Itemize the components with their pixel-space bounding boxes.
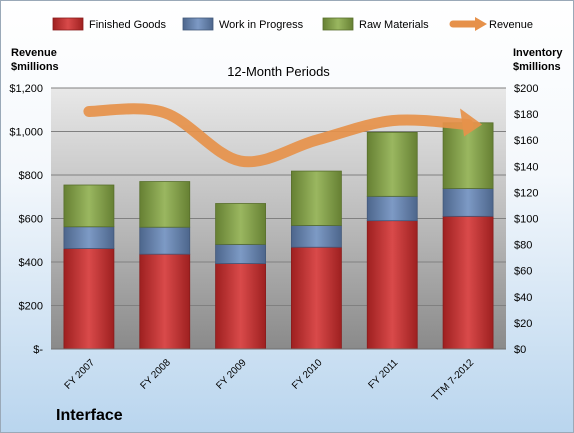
bar-finished-goods — [291, 246, 342, 350]
left-tick-label: $1,000 — [9, 127, 43, 139]
category-label: FY 2010 — [290, 357, 325, 392]
bar-raw-materials — [291, 170, 342, 226]
bar-work-in-progress — [366, 195, 418, 222]
category-label: FY 2011 — [367, 357, 401, 391]
legend-swatch-work-in-progress — [182, 17, 214, 31]
legend-label: Finished Goods — [89, 19, 167, 31]
category-label: FY 2009 — [214, 357, 249, 392]
left-axis-title: Revenue $millions — [11, 46, 59, 74]
category-label: FY 2008 — [138, 357, 173, 392]
right-tick-label: $20 — [514, 318, 532, 330]
bar-raw-materials — [215, 203, 266, 245]
left-tick-label: $400 — [19, 257, 43, 269]
legend-swatch-finished-goods — [52, 17, 84, 31]
right-axis-title-line1: Inventory — [513, 47, 563, 59]
revenue-line-arrowhead — [460, 108, 483, 137]
legend-arrowhead — [475, 17, 487, 31]
right-axis-title: Inventory $millions — [513, 46, 563, 74]
right-tick-label: $160 — [514, 135, 538, 147]
right-tick-label: $0 — [514, 344, 526, 356]
right-tick-label: $200 — [514, 83, 538, 95]
left-tick-label: $600 — [19, 214, 43, 226]
bar-finished-goods — [442, 215, 494, 350]
bar-work-in-progress — [63, 226, 115, 249]
category-label: TTM 7-2012 — [430, 357, 477, 404]
right-tick-label: $100 — [514, 214, 538, 226]
legend-label: Revenue — [489, 19, 533, 31]
bar-work-in-progress — [442, 188, 494, 217]
right-tick-label: $60 — [514, 266, 532, 278]
left-tick-label: $200 — [19, 301, 43, 313]
legend-swatch-raw-materials — [322, 17, 354, 31]
bar-finished-goods — [366, 220, 418, 350]
legend-label: Work in Progress — [219, 19, 304, 31]
bar-finished-goods — [215, 263, 266, 350]
company-name: Interface — [56, 407, 123, 424]
category-label: FY 2007 — [63, 357, 98, 392]
bar-raw-materials — [139, 181, 191, 228]
legend-label: Raw Materials — [359, 19, 429, 31]
bar-work-in-progress — [215, 243, 266, 264]
bar-raw-materials — [366, 131, 418, 197]
bar-finished-goods — [63, 248, 115, 350]
bar-finished-goods — [139, 253, 191, 350]
right-tick-label: $120 — [514, 187, 538, 199]
left-tick-label: $800 — [19, 170, 43, 182]
right-tick-label: $80 — [514, 240, 532, 252]
left-tick-label: $- — [33, 344, 43, 356]
bar-raw-materials — [63, 184, 115, 228]
right-axis-title-line2: $millions — [513, 61, 561, 73]
right-tick-label: $140 — [514, 161, 538, 173]
chart-title: 12-Month Periods — [227, 64, 330, 79]
bar-work-in-progress — [139, 226, 191, 255]
right-tick-label: $180 — [514, 109, 538, 121]
left-axis-title-line1: Revenue — [11, 47, 57, 59]
left-axis-title-line2: $millions — [11, 61, 59, 73]
bar-work-in-progress — [291, 225, 342, 248]
left-tick-label: $1,200 — [9, 83, 43, 95]
right-tick-label: $40 — [514, 292, 532, 304]
revenue-line — [83, 103, 474, 168]
